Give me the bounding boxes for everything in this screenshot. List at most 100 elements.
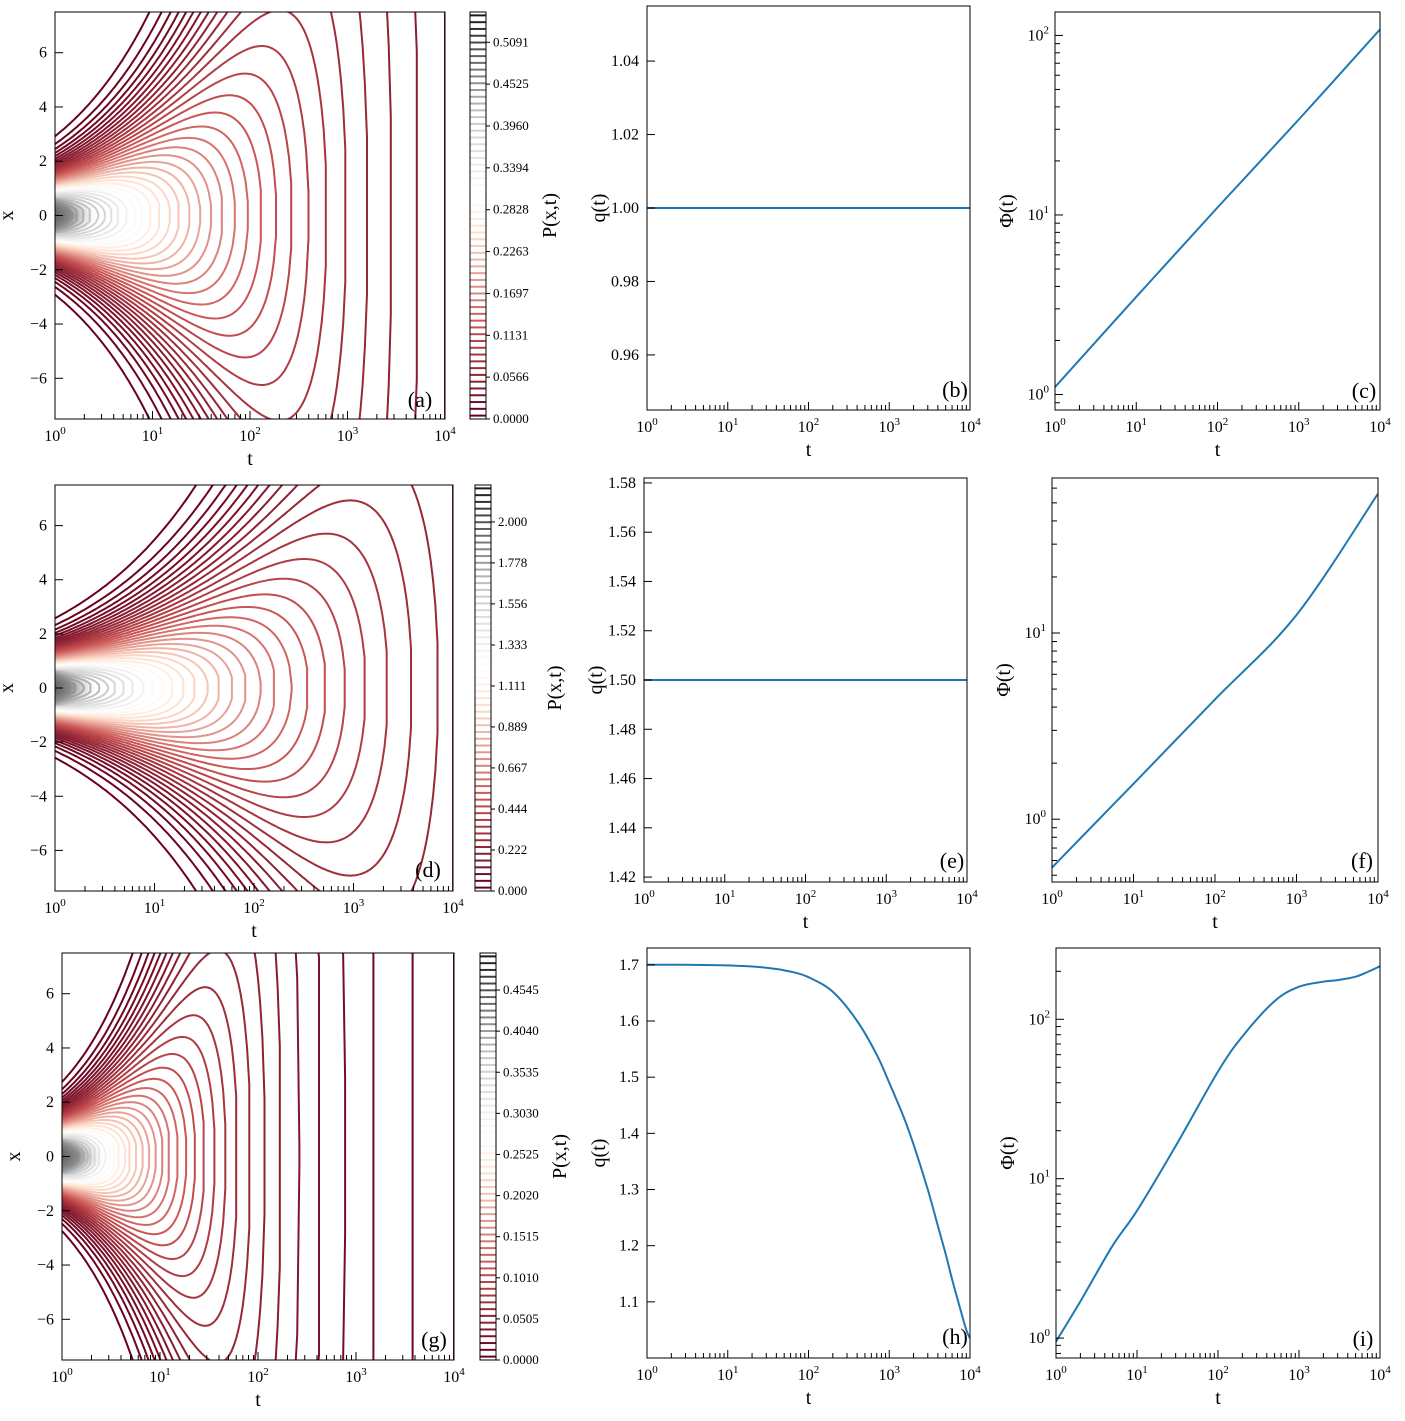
colorbar-tick-label: 0.000 bbox=[498, 883, 527, 898]
contour-line bbox=[55, 485, 453, 891]
y-tick-label: 4 bbox=[39, 99, 47, 116]
colorbar-tick-label: 0.4040 bbox=[503, 1023, 539, 1038]
contour-line bbox=[55, 668, 125, 708]
axes-frame bbox=[646, 947, 971, 1359]
x-axis-label: t bbox=[1215, 1387, 1221, 1409]
colorbar-tick-label: 1.556 bbox=[498, 596, 528, 611]
contour-line bbox=[55, 111, 262, 320]
y-tick-label: −4 bbox=[30, 788, 47, 805]
x-tick-label: 104 bbox=[959, 1364, 981, 1384]
y-axis-label: Φ(t) bbox=[997, 1136, 1019, 1170]
y-tick-label: 101 bbox=[1028, 204, 1050, 224]
colorbar-tick-label: 0.889 bbox=[498, 719, 527, 734]
contour-line bbox=[55, 45, 310, 386]
x-tick-label: 100 bbox=[44, 897, 66, 917]
contour-line bbox=[55, 616, 293, 760]
y-axis: −6 −4 −2 0 2 4 6 x bbox=[0, 518, 63, 859]
x-tick-label: 101 bbox=[1123, 888, 1145, 908]
colorbar-tick-label: 0.222 bbox=[498, 842, 527, 857]
series-line bbox=[1055, 28, 1380, 388]
panel-g: 0.0000 0.0505 0.1010 0.1515 0.2020 0.2525 0.30… bbox=[3, 952, 571, 1411]
contour-line bbox=[55, 189, 128, 242]
x-tick-label: 103 bbox=[343, 897, 365, 917]
contour-line bbox=[55, 651, 209, 725]
colorbar-tick-label: 0.2828 bbox=[493, 202, 529, 217]
panel-label: (a) bbox=[408, 387, 432, 412]
y-axis-label: x bbox=[0, 683, 18, 693]
x-tick-label: 102 bbox=[795, 888, 817, 908]
y-tick-label: 0 bbox=[39, 208, 47, 225]
contour-line bbox=[55, 606, 309, 770]
colorbar-frame bbox=[474, 484, 492, 892]
x-tick-label: 104 bbox=[442, 897, 464, 917]
x-axis-label: t bbox=[255, 1389, 261, 1411]
contour-line bbox=[62, 1111, 151, 1202]
y-axis-label: Φ(t) bbox=[993, 663, 1015, 697]
panel-label: (h) bbox=[942, 1324, 968, 1349]
y-tick-label: −2 bbox=[30, 262, 47, 279]
contour-line bbox=[62, 1087, 179, 1226]
contour-line bbox=[62, 1077, 188, 1236]
panel-f: 100 101 102 103 104 t 100 101 Φ(t) (f) bbox=[993, 477, 1389, 933]
y-tick-label: 1.54 bbox=[608, 573, 636, 590]
y-tick-label: 1.02 bbox=[611, 127, 639, 144]
x-tick-label: 103 bbox=[1288, 1364, 1310, 1384]
contour-line bbox=[55, 191, 119, 240]
y-tick-label: 100 bbox=[1025, 808, 1047, 828]
x-axis: 100 101 102 103 104 t bbox=[633, 874, 978, 933]
colorbar-tick-label: 0.3394 bbox=[493, 160, 529, 175]
contour-line bbox=[55, 532, 388, 844]
y-axis: −6 −4 −2 0 2 4 6 x bbox=[0, 45, 63, 387]
contour-line bbox=[55, 179, 160, 252]
x-tick-label: 103 bbox=[1288, 416, 1310, 436]
series-line bbox=[1056, 965, 1380, 1343]
x-tick-label: 101 bbox=[1126, 1364, 1148, 1384]
y-axis-label: q(t) bbox=[588, 194, 610, 223]
colorbar-tick-label: 0.4545 bbox=[503, 982, 539, 997]
contour-line bbox=[55, 661, 165, 715]
contour-line bbox=[62, 953, 414, 1360]
contour-line bbox=[55, 12, 445, 419]
y-tick-label: 1.44 bbox=[608, 820, 636, 837]
colorbar-tick-label: 0.2263 bbox=[493, 244, 529, 259]
colorbar-frame bbox=[469, 11, 487, 420]
y-tick-label: −6 bbox=[37, 1311, 54, 1328]
contour-line bbox=[55, 72, 293, 359]
y-tick-label: 1.42 bbox=[608, 869, 636, 886]
colorbar-tick-label: 1.778 bbox=[498, 555, 527, 570]
x-axis: 100 101 102 103 104 t bbox=[636, 1350, 981, 1409]
y-tick-label: 1.5 bbox=[619, 1069, 639, 1086]
y-tick-label: 1.50 bbox=[608, 672, 636, 689]
colorbar-tick-label: 0.0505 bbox=[503, 1311, 539, 1326]
x-tick-label: 100 bbox=[44, 425, 66, 445]
y-axis: 0.96 0.98 1.00 1.02 1.04 q(t) bbox=[588, 53, 655, 364]
x-tick-label: 100 bbox=[1044, 416, 1066, 436]
contour-line bbox=[55, 642, 233, 734]
contour-line bbox=[62, 1066, 196, 1247]
colorbar-tick-label: 0.0000 bbox=[493, 411, 529, 426]
x-tick-label: 102 bbox=[239, 425, 261, 445]
colorbar-tick-label: 0.3535 bbox=[503, 1064, 539, 1079]
colorbar-tick-label: 0.1697 bbox=[493, 285, 529, 300]
contour-line bbox=[55, 136, 236, 295]
x-axis: 100 101 102 103 104 t bbox=[1044, 402, 1391, 461]
x-tick-label: 103 bbox=[345, 1366, 367, 1386]
y-tick-label: 0 bbox=[39, 680, 47, 697]
contour-line bbox=[62, 1119, 137, 1194]
contour-line bbox=[55, 499, 412, 877]
x-tick-label: 100 bbox=[633, 888, 655, 908]
contour-line bbox=[55, 154, 212, 277]
panel-label: (d) bbox=[415, 857, 441, 882]
contour-line bbox=[55, 558, 366, 818]
contour-line bbox=[55, 665, 145, 711]
y-tick-label: 1.2 bbox=[619, 1238, 639, 1255]
colorbar: 0.0000 0.0566 0.1131 0.1697 0.2263 0.2828 0.33… bbox=[469, 11, 561, 426]
x-tick-label: 100 bbox=[1045, 1364, 1067, 1384]
contour-line bbox=[55, 624, 275, 752]
y-tick-label: 100 bbox=[1028, 384, 1050, 404]
contour-line bbox=[62, 1131, 111, 1182]
contour-line bbox=[55, 485, 453, 891]
plot-area bbox=[1056, 965, 1380, 1343]
y-tick-label: 2 bbox=[39, 626, 47, 643]
